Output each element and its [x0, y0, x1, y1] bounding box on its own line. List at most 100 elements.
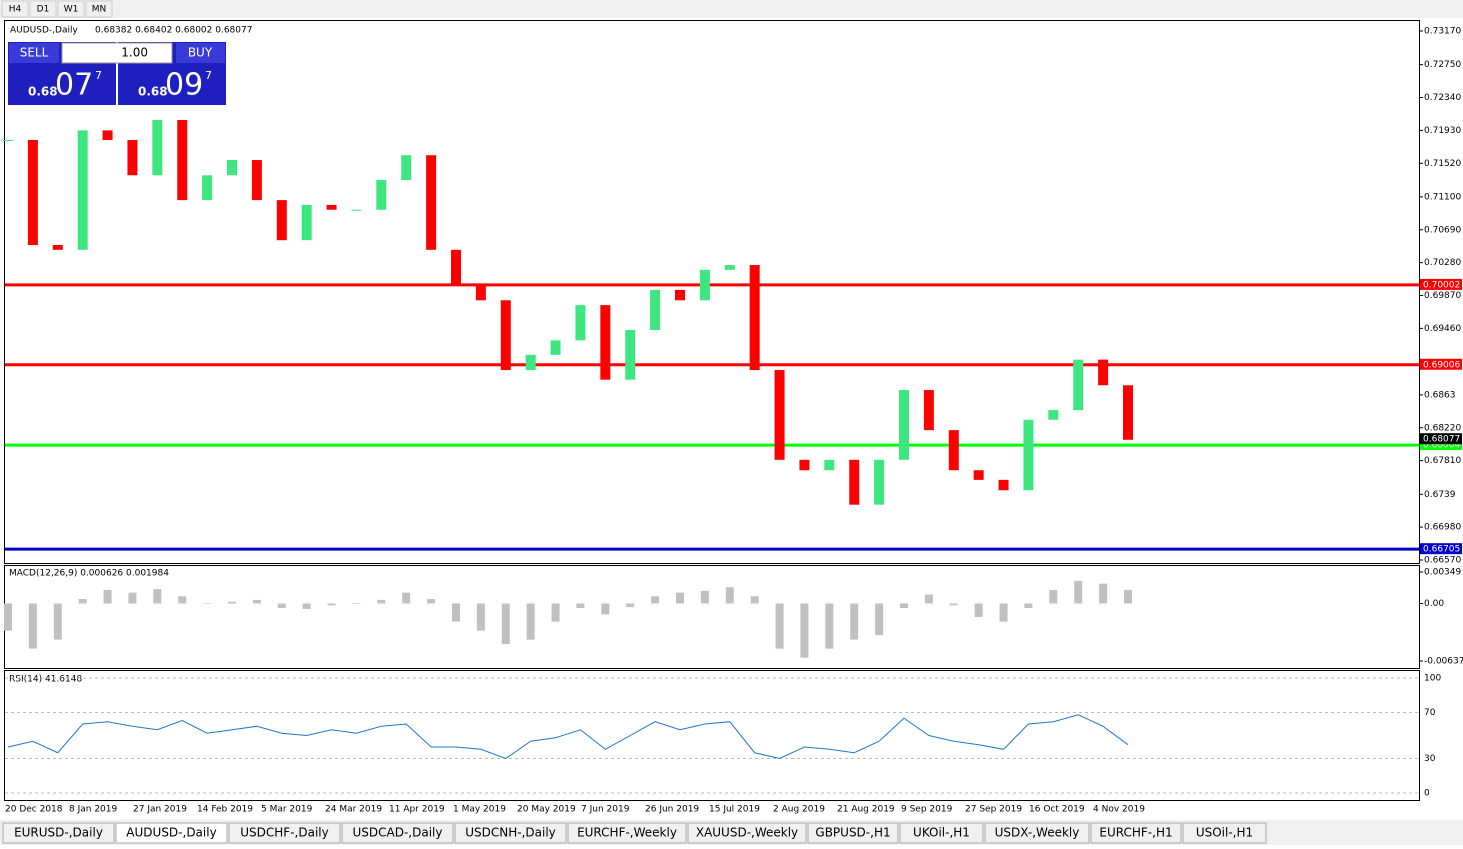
ask-frac: 7: [205, 69, 212, 82]
candle: [475, 285, 486, 301]
macd-bar: [203, 603, 212, 605]
rsi-tick-label: 70: [1424, 708, 1436, 718]
y-tick-label: 0.66570: [1424, 556, 1461, 566]
sell-text: SELL: [20, 46, 49, 60]
macd-bar: [402, 592, 411, 604]
candle: [749, 265, 760, 371]
y-tick-label: 0.71100: [1424, 192, 1461, 202]
candle: [451, 249, 461, 286]
macd-bar: [750, 596, 759, 604]
macd-bar: [875, 603, 884, 636]
macd-bar: [377, 599, 386, 604]
tab[interactable]: [984, 822, 1090, 844]
macd-bar: [775, 603, 784, 649]
tab[interactable]: [687, 822, 807, 844]
tab-label: XAUUSD-,Weekly: [696, 826, 798, 840]
candle: [152, 119, 163, 176]
candle: [227, 160, 237, 176]
rsi-tick-label: 0: [1424, 789, 1430, 799]
candle: [824, 459, 835, 471]
macd-bar: [452, 603, 460, 622]
timeframe-label: H4: [9, 5, 22, 15]
x-tick-label: 8 Jan 2019: [69, 805, 117, 815]
tab-label: UKOil-,H1: [913, 826, 970, 840]
tab[interactable]: [341, 822, 454, 844]
tab-label: EURCHF-,Weekly: [577, 826, 677, 840]
lot-field[interactable]: [61, 42, 173, 64]
buy-button[interactable]: [176, 43, 225, 63]
candle: [874, 459, 885, 505]
rsi-tick-label: 100: [1424, 674, 1441, 684]
macd-bar: [974, 603, 983, 618]
candle: [1073, 359, 1084, 411]
tab-label: GBPUSD-,H1: [815, 826, 890, 840]
x-tick-label: 7 Jun 2019: [581, 805, 630, 815]
candle: [351, 209, 362, 211]
macd-bar: [1099, 583, 1108, 604]
trade-panel: SELL 1.00 BUY 0.68 07 7 0.68 09 7: [8, 42, 226, 105]
tab[interactable]: [1182, 822, 1267, 844]
y-tick-label: 0.71520: [1424, 159, 1461, 169]
timeframe-button[interactable]: [57, 0, 85, 18]
x-tick-label: 24 Mar 2019: [325, 805, 382, 815]
candle: [973, 470, 984, 480]
tab-label: USDCHF-,Daily: [240, 826, 328, 840]
tab[interactable]: [115, 822, 228, 844]
macd-bar: [999, 603, 1008, 622]
x-tick-label: 26 Jun 2019: [645, 805, 699, 815]
tab[interactable]: [567, 822, 687, 844]
macd-bar: [850, 603, 859, 640]
candle: [426, 155, 437, 250]
tab[interactable]: [807, 822, 899, 844]
candle: [3, 140, 13, 142]
candle: [799, 459, 810, 471]
rsi-label: RSI(14) 41.6148: [9, 675, 82, 685]
macd-bar: [651, 596, 660, 604]
ask-big: 0.68: [138, 85, 168, 99]
x-tick-label: 14 Feb 2019: [197, 805, 253, 815]
tab-label: USDCAD-,Daily: [353, 826, 443, 840]
main-frame: [4, 20, 1420, 564]
tab[interactable]: [228, 822, 341, 844]
candle: [177, 119, 188, 201]
macd-bar: [551, 603, 560, 622]
macd-tick-label: 0.00: [1424, 599, 1444, 609]
macd-bar: [676, 592, 684, 604]
bid-big: 0.68: [28, 85, 58, 99]
tab[interactable]: [899, 822, 984, 844]
timeframe-label: W1: [64, 5, 79, 15]
sell-button[interactable]: [9, 43, 59, 63]
x-tick-label: 5 Mar 2019: [261, 805, 313, 815]
macd-bar: [626, 603, 635, 608]
timeframe-label: MN: [92, 5, 107, 15]
y-tick-label: 0.72340: [1424, 93, 1461, 103]
timeframe-button[interactable]: [1, 0, 29, 18]
level-tag: [1420, 543, 1462, 555]
x-tick-label: 15 Jul 2019: [709, 805, 760, 815]
tab-label: EURCHF-,H1: [1099, 826, 1172, 840]
candle: [251, 160, 262, 201]
bid-pips: 07: [55, 68, 93, 103]
x-tick-label: 9 Sep 2019: [901, 805, 953, 815]
tab-label: USDCNH-,Daily: [465, 826, 556, 840]
tab[interactable]: [1090, 822, 1182, 844]
macd-bar: [53, 603, 62, 640]
macd-bar: [28, 603, 37, 649]
candle: [724, 265, 735, 270]
macd-bar: [924, 594, 933, 604]
macd-bar: [526, 603, 535, 640]
rsi-line: [7, 714, 1129, 760]
timeframe-button[interactable]: [85, 0, 113, 18]
macd-bar: [825, 603, 834, 649]
macd-bar: [327, 603, 336, 606]
macd-bar: [1024, 603, 1033, 609]
timeframe-button[interactable]: [29, 0, 57, 18]
candle: [77, 130, 88, 250]
tab[interactable]: [454, 822, 567, 844]
y-tick-label: 0.67810: [1424, 456, 1461, 466]
y-tick-label: 0.6739: [1424, 490, 1456, 500]
tab[interactable]: [2, 822, 115, 844]
level-tag: [1420, 439, 1462, 451]
candle: [899, 390, 909, 460]
chart-title: AUDUSD-,Daily: [10, 26, 78, 36]
